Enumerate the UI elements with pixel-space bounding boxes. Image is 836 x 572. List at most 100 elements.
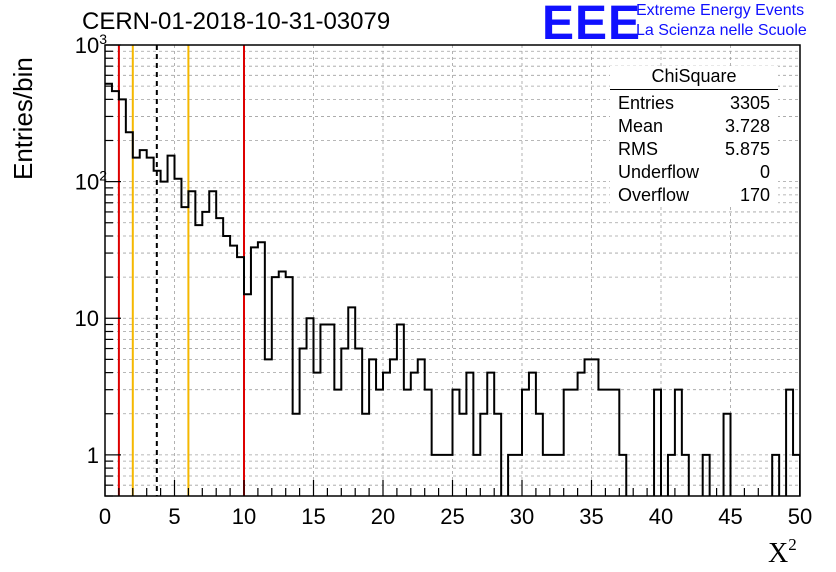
histogram-bin bbox=[181, 207, 188, 496]
histogram-bin bbox=[793, 455, 800, 496]
chart-title: CERN-01-2018-10-31-03079 bbox=[82, 8, 391, 35]
histogram-bin bbox=[286, 277, 293, 496]
x-axis-label-base: X bbox=[768, 538, 789, 569]
histogram-bin bbox=[105, 84, 112, 496]
histogram-bin bbox=[314, 373, 321, 496]
stats-label: Mean bbox=[618, 116, 664, 136]
histogram-bin bbox=[703, 455, 710, 496]
histogram-bin bbox=[334, 390, 341, 496]
histogram-bin bbox=[390, 359, 397, 496]
histogram-bin bbox=[578, 373, 585, 496]
histogram-bin bbox=[237, 257, 244, 496]
histogram-bin bbox=[522, 390, 529, 496]
histogram-bin bbox=[369, 359, 376, 496]
histogram-bin bbox=[362, 414, 369, 496]
histogram-bin bbox=[265, 359, 272, 496]
histogram-bin bbox=[425, 390, 432, 496]
histogram-bin bbox=[300, 349, 307, 496]
logo-subtitle-1: Extreme Energy Events bbox=[636, 2, 805, 19]
stats-box: ChiSquare Entries 3305 Mean 3.728 RMS 5.… bbox=[610, 66, 778, 207]
histogram-bin bbox=[411, 373, 418, 496]
x-tick-label: 40 bbox=[649, 504, 673, 529]
histogram-bin bbox=[619, 455, 626, 496]
histogram-bin bbox=[168, 156, 175, 496]
x-tick-label: 30 bbox=[510, 504, 534, 529]
histogram-bin bbox=[327, 324, 334, 496]
histogram-bin bbox=[147, 158, 154, 496]
histogram-bin bbox=[355, 349, 362, 496]
histogram-bin bbox=[487, 373, 494, 496]
histogram-bin bbox=[244, 294, 251, 496]
histogram-bin bbox=[341, 349, 348, 496]
x-axis-label: X2 bbox=[768, 535, 797, 570]
histogram-bin bbox=[272, 277, 279, 496]
histogram-bin bbox=[195, 225, 202, 496]
x-tick-label: 20 bbox=[371, 504, 395, 529]
histogram-bin bbox=[320, 324, 327, 496]
stats-row-underflow: Underflow 0 bbox=[610, 161, 778, 184]
histogram-bin bbox=[133, 158, 140, 496]
stats-value: 3305 bbox=[729, 93, 770, 113]
histogram-bin bbox=[473, 455, 480, 496]
histogram-bin bbox=[446, 455, 453, 496]
grid bbox=[105, 45, 800, 496]
histogram-bin bbox=[397, 324, 404, 496]
x-tick-label: 50 bbox=[788, 504, 812, 529]
histogram-bin bbox=[202, 212, 209, 496]
y-tick-exponent: 3 bbox=[99, 31, 107, 47]
histogram-bin bbox=[543, 455, 550, 496]
y-tick-label: 103 bbox=[75, 31, 107, 58]
histogram-bin bbox=[258, 242, 265, 496]
stats-label: Entries bbox=[618, 93, 675, 113]
histogram-bin bbox=[223, 236, 230, 496]
histogram-bin bbox=[772, 455, 779, 496]
histogram-bin bbox=[307, 318, 314, 496]
y-tick-label: 10 bbox=[75, 306, 99, 331]
y-tick-label: 102 bbox=[75, 168, 107, 195]
x-tick-label: 45 bbox=[718, 504, 742, 529]
axis-ticks bbox=[104, 44, 801, 497]
histogram-bin bbox=[140, 150, 147, 496]
x-tick-label: 25 bbox=[440, 504, 464, 529]
histogram-bin bbox=[251, 247, 258, 496]
histogram-bin bbox=[216, 218, 223, 496]
histogram-bin bbox=[598, 390, 605, 496]
histogram-bin bbox=[564, 390, 571, 496]
stats-row-overflow: Overflow 170 bbox=[610, 184, 778, 207]
histogram-bin bbox=[439, 455, 446, 496]
histogram-bin bbox=[682, 455, 689, 496]
histogram-bin bbox=[605, 390, 612, 496]
histogram-line bbox=[105, 82, 800, 496]
histogram-bin bbox=[494, 414, 501, 496]
x-axis-label-exponent: 2 bbox=[788, 535, 797, 554]
histogram-bin bbox=[161, 182, 168, 496]
histogram-bin bbox=[612, 390, 619, 496]
stats-value: 0 bbox=[759, 162, 770, 182]
histogram-bin bbox=[459, 414, 466, 496]
stats-row-mean: Mean 3.728 bbox=[610, 115, 778, 138]
histogram-bin bbox=[279, 271, 286, 496]
reference-lines bbox=[117, 45, 245, 496]
histogram-bin bbox=[209, 191, 216, 496]
stats-label: Overflow bbox=[618, 185, 690, 205]
stats-title: ChiSquare bbox=[610, 66, 778, 90]
histogram-bin bbox=[585, 359, 592, 496]
stats-value: 3.728 bbox=[724, 116, 770, 136]
y-tick-label: 1 bbox=[87, 443, 99, 468]
histogram-bin bbox=[515, 455, 522, 496]
x-tick-label: 15 bbox=[301, 504, 325, 529]
histogram-bin bbox=[571, 390, 578, 496]
histogram-bin bbox=[175, 179, 182, 496]
histogram-bin bbox=[550, 455, 557, 496]
histogram-bin bbox=[592, 359, 599, 496]
histogram-bin bbox=[668, 455, 675, 496]
y-tick-base: 10 bbox=[75, 33, 99, 58]
histogram-bin bbox=[188, 191, 195, 496]
histogram-bin bbox=[154, 171, 161, 496]
histogram-bin bbox=[432, 455, 439, 496]
y-tick-base: 10 bbox=[75, 170, 99, 195]
histogram-bin bbox=[807, 390, 814, 496]
histogram-bin bbox=[508, 455, 515, 496]
